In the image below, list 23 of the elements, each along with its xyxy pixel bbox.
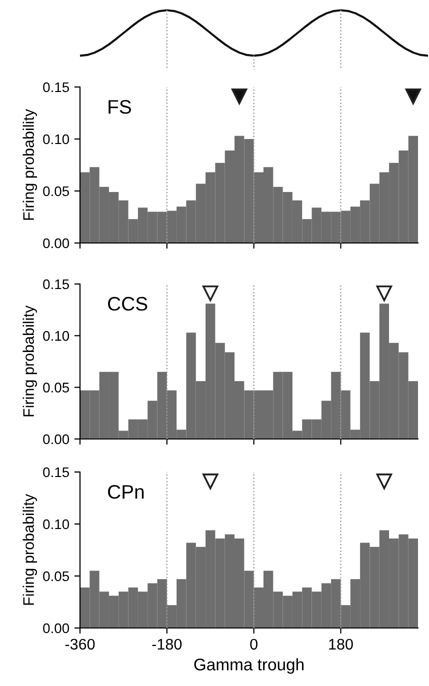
- x-tick-label: -360: [65, 638, 95, 650]
- y-tick-label: 0.05: [43, 186, 70, 196]
- text: FS: [108, 100, 131, 114]
- y-tick-label: 0.05: [43, 382, 70, 393]
- text: CCS: [108, 296, 148, 311]
- y-tick-label: 0.15: [43, 82, 70, 92]
- x-tick-label: 180: [329, 638, 353, 650]
- y-tick-label: 0.15: [43, 279, 70, 290]
- x-tick-label: 0: [250, 638, 258, 650]
- y-tick-label: 0.05: [43, 571, 70, 582]
- y-tick-label: 0.15: [43, 467, 70, 478]
- y-tick-label: 0.00: [43, 434, 70, 444]
- y-tick-label: 0.10: [43, 331, 70, 341]
- x-tick-label: -180: [152, 638, 182, 650]
- y-axis-title: Firing probability: [22, 305, 37, 416]
- y-axis-title: Firing probability: [22, 108, 37, 220]
- y-axis-title: Firing probability: [22, 494, 37, 605]
- y-tick-label: 0.10: [43, 134, 70, 144]
- y-tick-label: 0.00: [43, 623, 70, 634]
- x-axis-title: Gamma trough: [194, 658, 304, 674]
- y-tick-label: 0.10: [43, 519, 70, 530]
- y-tick-label: 0.00: [43, 238, 70, 248]
- text: CPn: [108, 484, 144, 499]
